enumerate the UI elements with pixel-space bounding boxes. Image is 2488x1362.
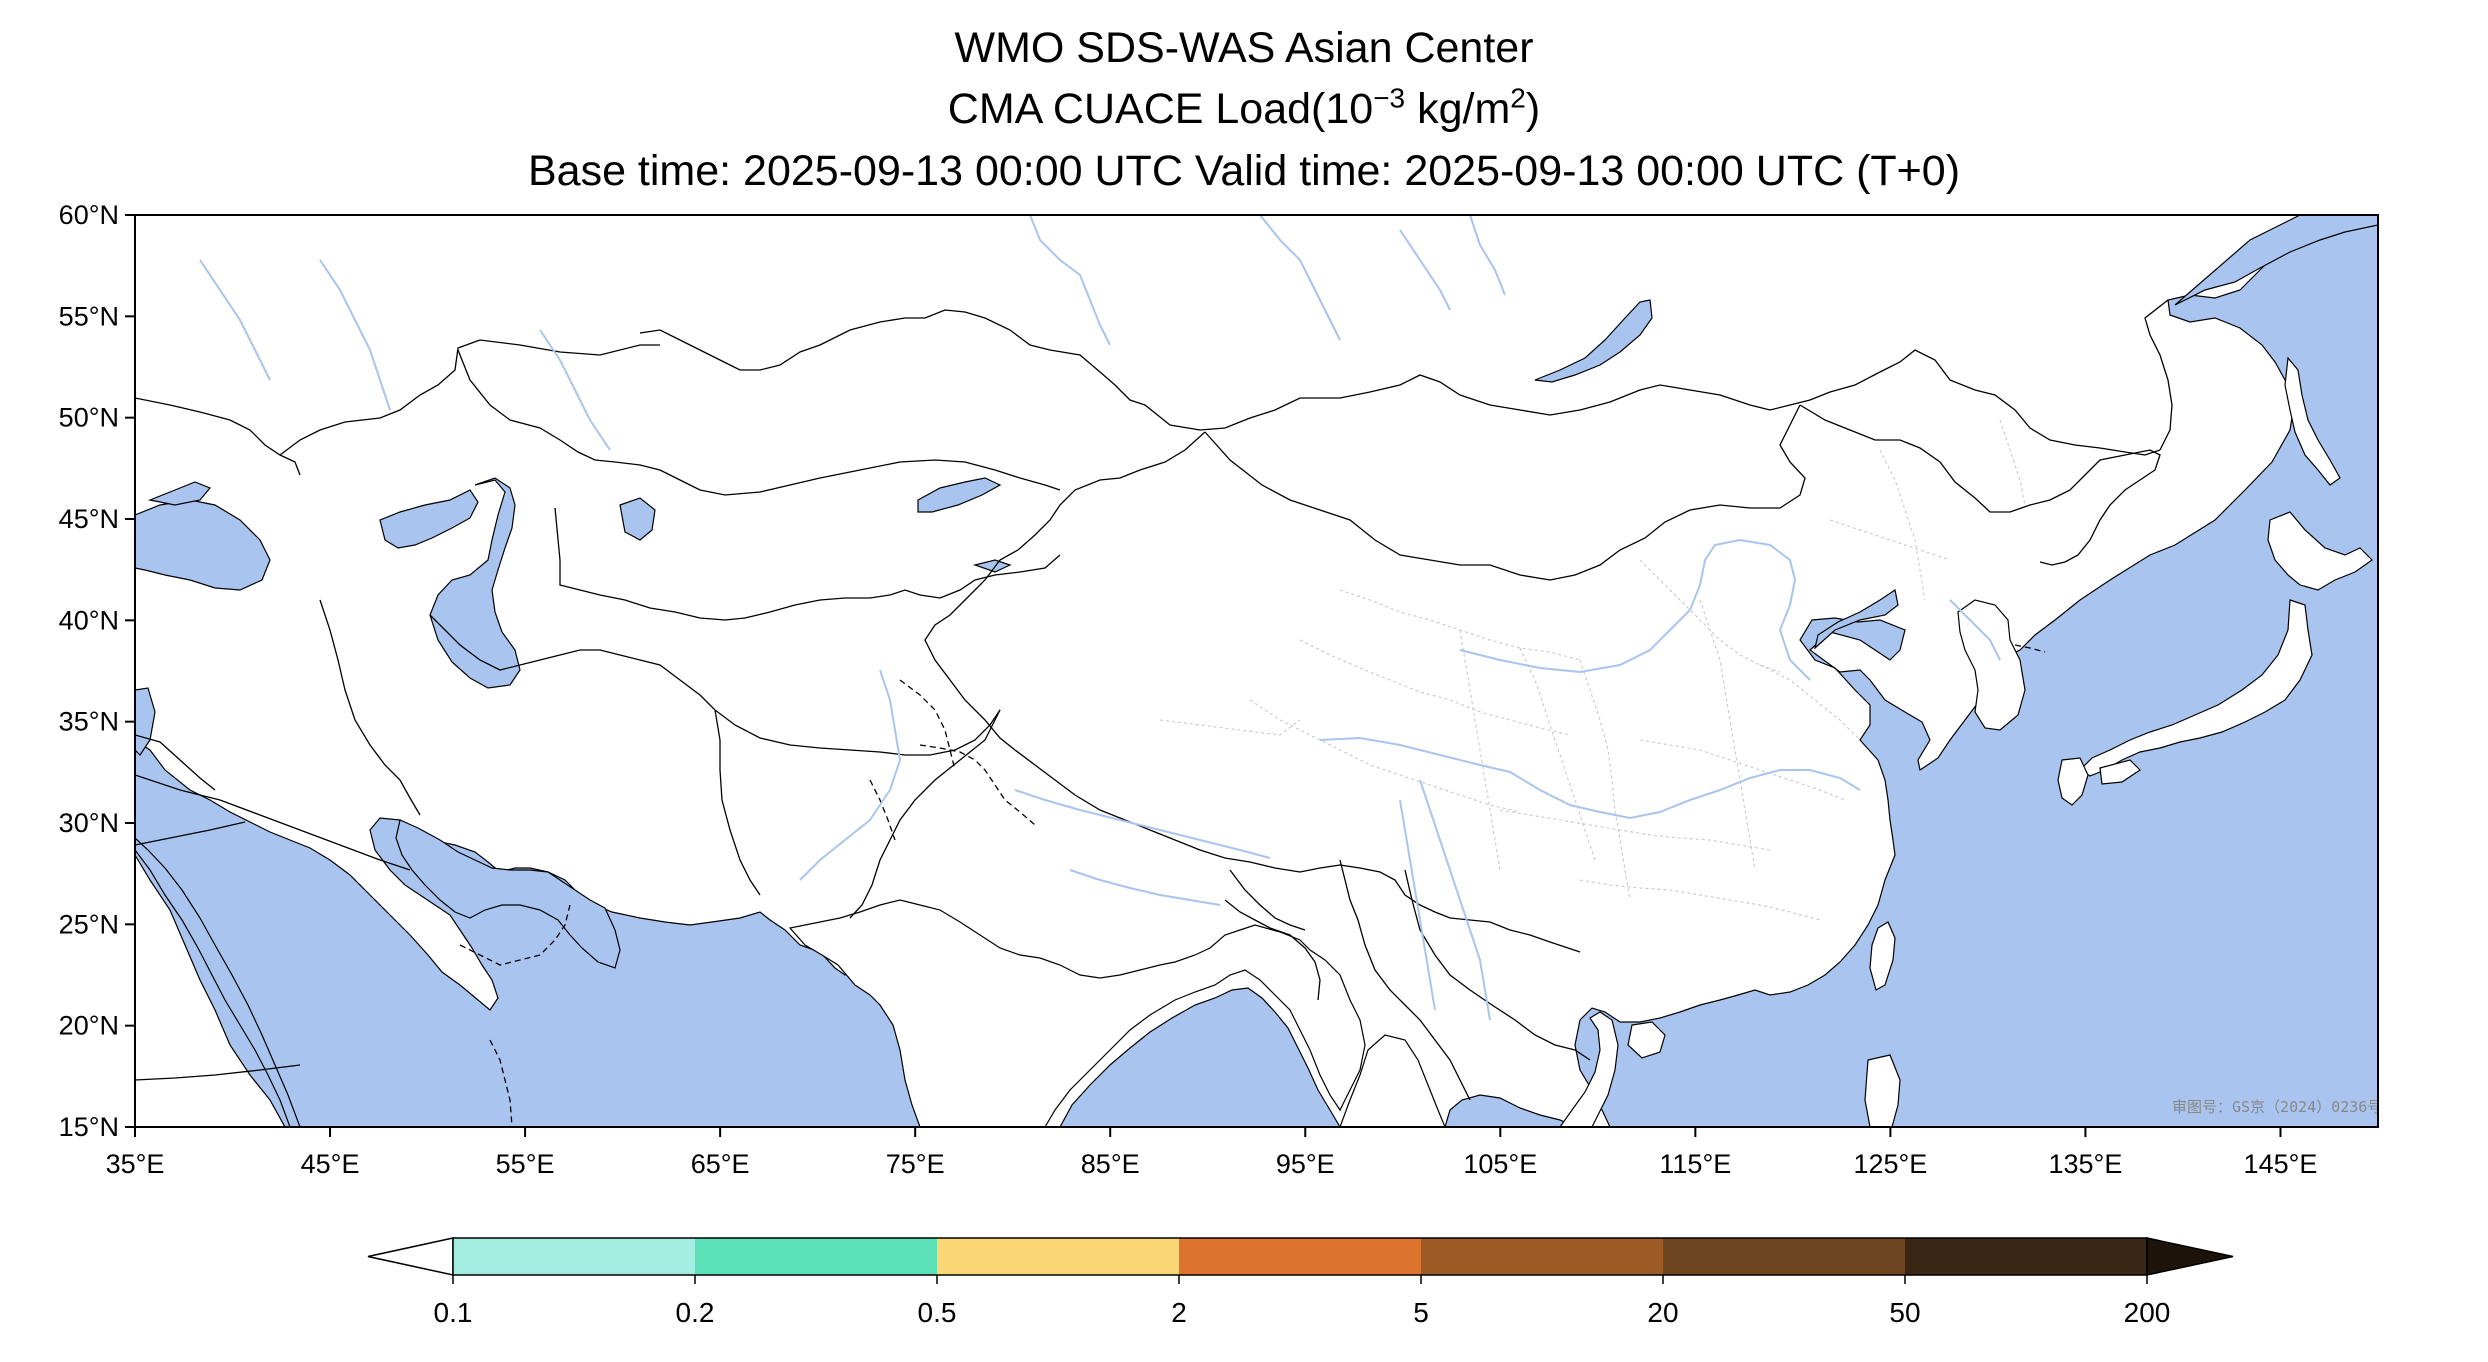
bay-of-bengal (1059, 987, 1341, 1127)
hainan (1627, 1021, 1666, 1059)
sakhalin-island (2284, 356, 2341, 486)
longitude-tick-label: 105°E (1463, 1149, 1537, 1179)
black-sea (135, 499, 271, 591)
colorbar: 0.1 0.2 0.5 2 5 20 50 200 (367, 1237, 2234, 1328)
vietnam-coast (1559, 1011, 1619, 1127)
colorbar-under-arrow (367, 1237, 454, 1276)
taiwan (1869, 921, 1896, 991)
kyushu (2057, 757, 2089, 806)
colorbar-tick-label: 0.5 (918, 1297, 957, 1328)
latitude-tick-label: 35°N (59, 707, 119, 737)
subtitle-unit-exponent: 2 (1510, 82, 1526, 114)
map-area: 审图号：GS京（2024）0236号 (135, 215, 2382, 1127)
colorbar-segment (453, 1238, 696, 1275)
red-sea (135, 837, 301, 1127)
latitude-tick-label: 45°N (59, 504, 119, 534)
colorbar-segment (1663, 1238, 1906, 1275)
colorbar-tick-label: 0.2 (676, 1297, 715, 1328)
aral-sea (619, 497, 656, 541)
colorbar-tick-label: 50 (1889, 1297, 1920, 1328)
latitude-tick-label: 20°N (59, 1011, 119, 1041)
latitude-tick-label: 15°N (59, 1112, 119, 1142)
caspian-north (379, 489, 479, 549)
latitude-ticks: 60°N 55°N 50°N 45°N 40°N 35°N 30°N 25°N 20°N 15°N (59, 200, 135, 1142)
subtitle-exponent: −3 (1373, 82, 1406, 114)
longitude-tick-label: 135°E (2049, 1149, 2123, 1179)
longitude-tick-label: 95°E (1276, 1149, 1335, 1179)
longitude-tick-label: 145°E (2244, 1149, 2318, 1179)
longitude-tick-label: 35°E (106, 1149, 165, 1179)
indochina (1339, 1034, 1446, 1127)
colorbar-tick-label: 5 (1413, 1297, 1429, 1328)
latitude-tick-label: 40°N (59, 605, 119, 635)
longitude-tick-label: 75°E (886, 1149, 945, 1179)
longitude-tick-label: 45°E (301, 1149, 360, 1179)
latitude-tick-label: 55°N (59, 301, 119, 331)
latitude-tick-label: 60°N (59, 200, 119, 230)
latitude-tick-label: 25°N (59, 909, 119, 939)
longitude-tick-label: 115°E (1659, 1149, 1731, 1179)
colorbar-tick-label: 0.1 (434, 1297, 473, 1328)
colorbar-segment (937, 1238, 1180, 1275)
longitude-tick-label: 125°E (1853, 1149, 1927, 1179)
rivers (199, 215, 2001, 1021)
longitude-ticks: 35°E 45°E 55°E 65°E 75°E 85°E 95°E 105°E 115°E 12… (106, 1127, 2318, 1179)
sea-of-okhotsk (2174, 215, 2378, 306)
lake-balkhash (917, 477, 1002, 513)
subtitle-prefix: CMA CUACE Load(10 (947, 85, 1374, 133)
longitude-tick-label: 55°E (496, 1149, 555, 1179)
bohai-sea (1813, 589, 1899, 650)
subtitle-suffix: ) (1525, 85, 1541, 133)
colorbar-tick-label: 200 (2124, 1297, 2171, 1328)
map-frame (134, 214, 2379, 1128)
colorbar-outline (452, 1237, 2148, 1276)
lake-baikal (1534, 299, 1653, 383)
longitude-tick-label: 85°E (1081, 1149, 1140, 1179)
hokkaido (2267, 511, 2373, 591)
subtitle-unit: kg/m (1405, 85, 1511, 133)
chart-title: WMO SDS-WAS Asian Center (954, 24, 1534, 72)
review-number-watermark: 审图号：GS京（2024）0236号 (2172, 1098, 2382, 1116)
persian-gulf (395, 819, 621, 969)
disputed-borders (459, 644, 2046, 1127)
colorbar-segment (1179, 1238, 1422, 1275)
colorbar-tick-label: 2 (1171, 1297, 1187, 1328)
caspian-sea (429, 477, 521, 689)
mediterranean-sliver (135, 687, 156, 756)
latitude-tick-label: 50°N (59, 403, 119, 433)
luzon (1864, 1054, 1901, 1127)
colorbar-over-arrow (2146, 1237, 2234, 1276)
indian-subcontinent (788, 899, 1366, 1127)
longitude-tick-label: 65°E (691, 1149, 750, 1179)
colorbar-tick-label: 20 (1647, 1297, 1678, 1328)
latitude-tick-label: 30°N (59, 808, 119, 838)
time-info: Base time: 2025-09-13 00:00 UTC Valid ti… (527, 147, 1961, 195)
chart-subtitle: CMA CUACE Load(10−3 kg/m2) (0, 83, 2488, 135)
colorbar-segment (695, 1238, 938, 1275)
colorbar-segment (1905, 1238, 2148, 1275)
shikoku (2099, 759, 2141, 785)
korean-peninsula (1957, 599, 2026, 731)
country-borders (135, 299, 2173, 1101)
lake-issyk-kul (972, 559, 1012, 573)
colorbar-segment (1421, 1238, 1664, 1275)
province-borders (1159, 419, 2026, 921)
sea-of-azov (147, 481, 211, 506)
